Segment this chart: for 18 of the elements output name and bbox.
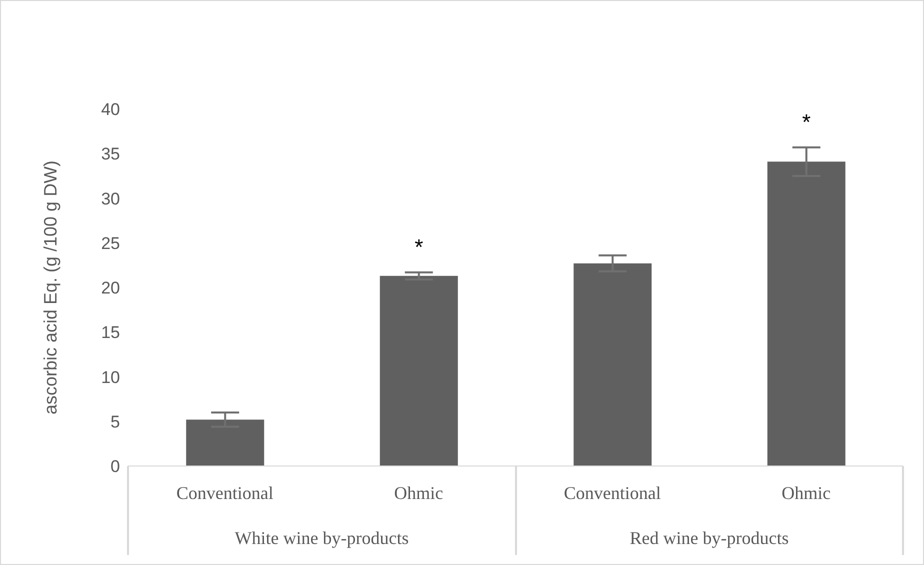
y-tick-label: 10 bbox=[101, 368, 120, 387]
y-tick-label: 30 bbox=[101, 189, 120, 208]
data-label: * bbox=[802, 109, 812, 134]
y-tick-label: 5 bbox=[110, 412, 120, 432]
y-tick-label: 20 bbox=[101, 278, 120, 298]
y-tick-label: 25 bbox=[101, 234, 120, 253]
x-tick-label: Conventional bbox=[176, 482, 274, 503]
x-tick-label: Conventional bbox=[564, 482, 661, 503]
y-tick-label: 0 bbox=[110, 457, 120, 476]
y-axis-title: ascorbic acid Eq. (g /100 g DW) bbox=[40, 160, 60, 415]
text: White wine by-products bbox=[234, 528, 410, 549]
y-tick-label: 40 bbox=[101, 100, 120, 120]
data-label: * bbox=[414, 234, 424, 260]
x-tick-label: Ohmic bbox=[394, 482, 444, 503]
y-tick-label: 35 bbox=[101, 144, 120, 164]
text: Red wine by-products bbox=[628, 528, 790, 549]
x-tick-label: Ohmic bbox=[782, 482, 831, 503]
y-tick-label: 15 bbox=[101, 323, 120, 342]
